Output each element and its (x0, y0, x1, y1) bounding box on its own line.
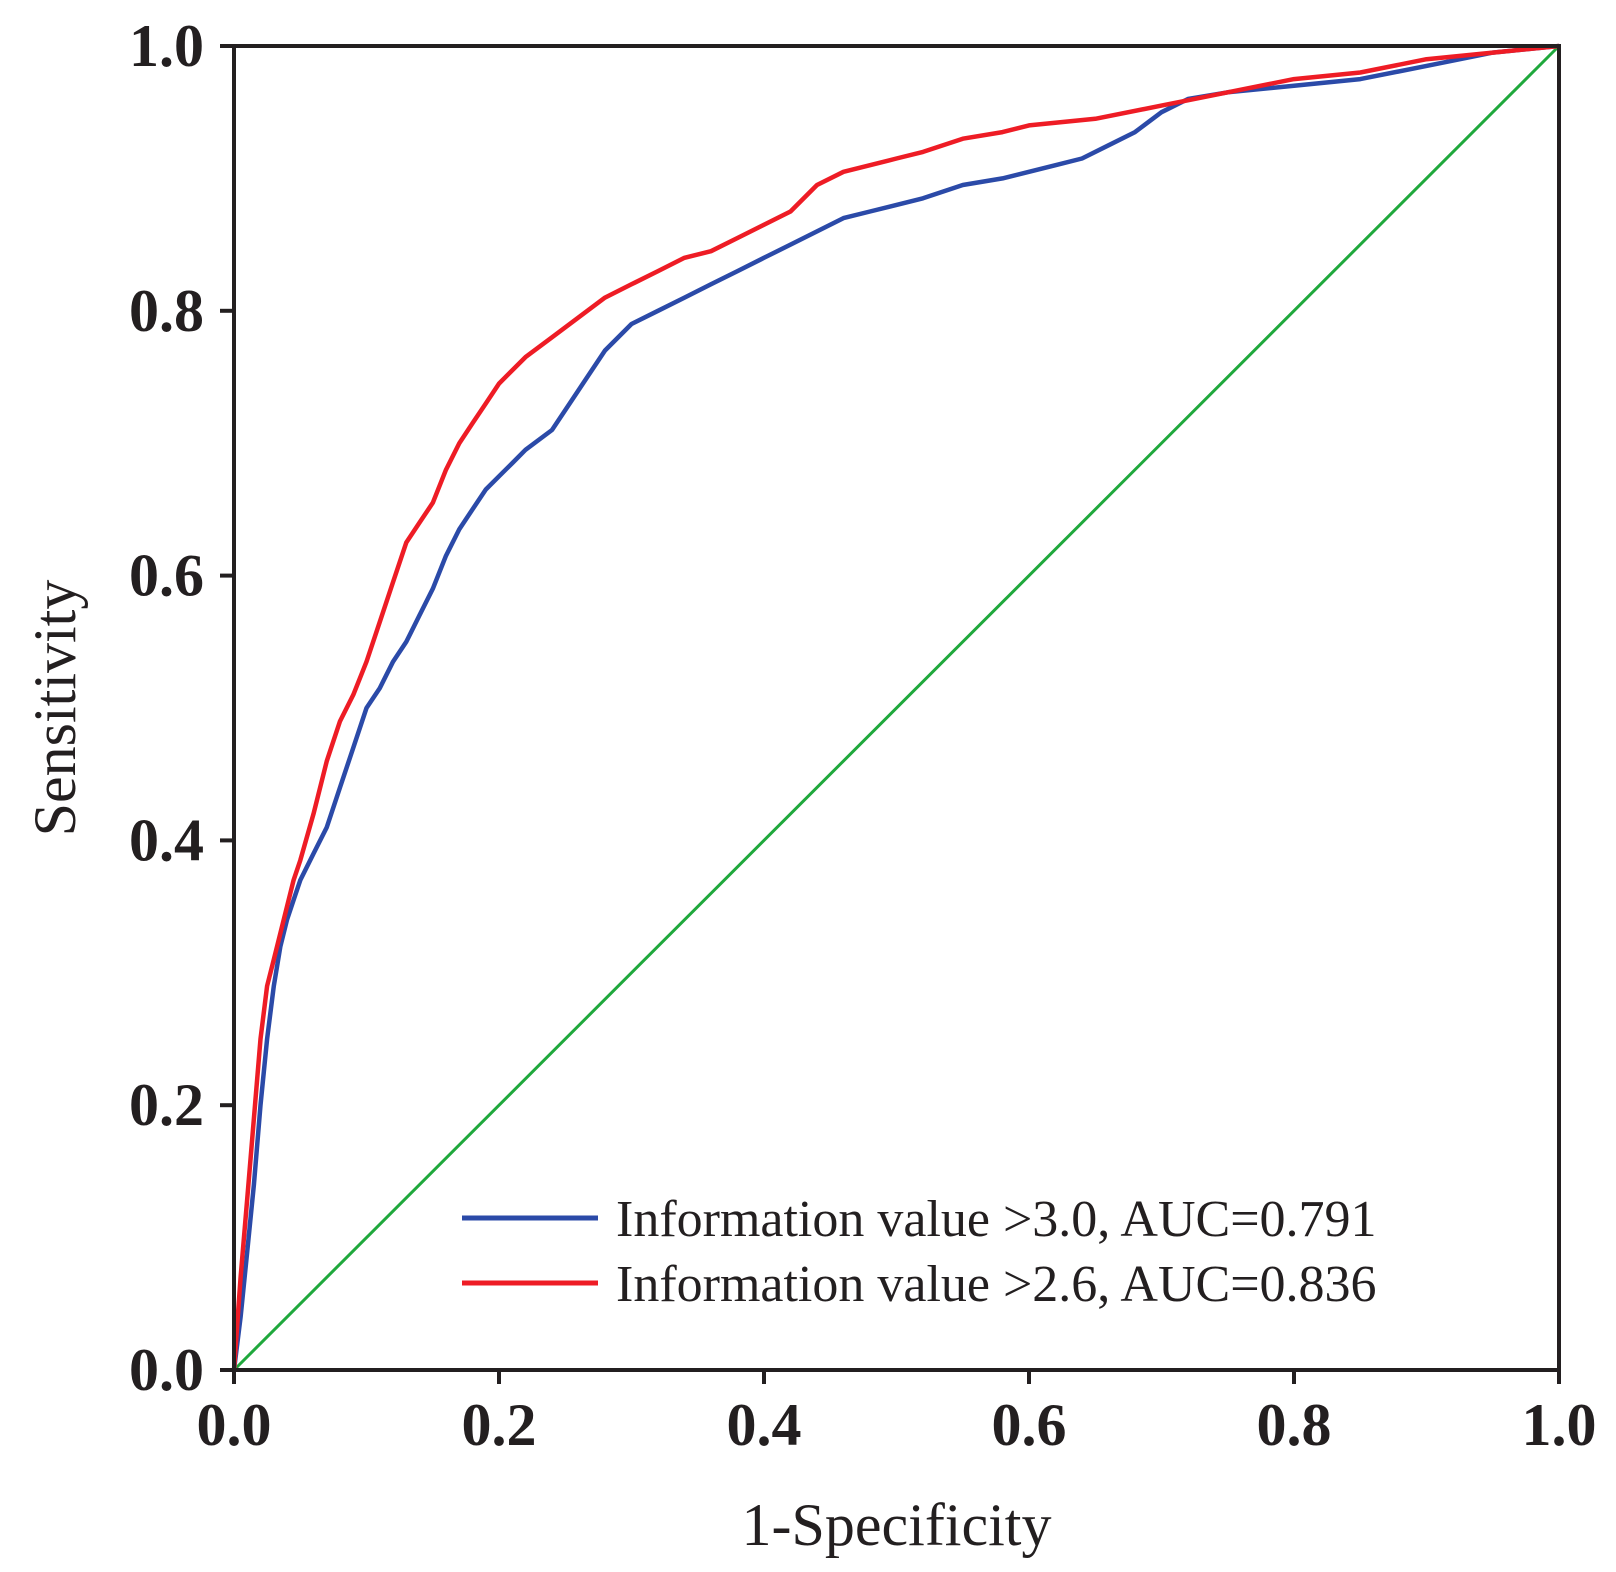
x-axis-title: 1-Specificity (742, 1492, 1052, 1558)
y-tick-label: 0.4 (129, 807, 204, 873)
legend: Information value >3.0, AUC=0.791 Inform… (462, 1191, 1377, 1313)
x-tick-label: 0.8 (1257, 1392, 1332, 1458)
x-tick-label: 0.6 (992, 1392, 1067, 1458)
x-tick-label: 1.0 (1522, 1392, 1597, 1458)
y-tick-label: 0.0 (129, 1337, 204, 1403)
legend-label-red: Information value >2.6, AUC=0.836 (616, 1256, 1377, 1313)
y-tick-label: 0.8 (129, 278, 204, 344)
y-tick-label: 0.2 (129, 1072, 204, 1138)
legend-label-blue: Information value >3.0, AUC=0.791 (616, 1191, 1377, 1248)
y-axis-ticks: 0.0 0.2 0.4 0.6 0.8 1.0 (129, 13, 234, 1403)
y-tick-label: 0.6 (129, 543, 204, 609)
x-tick-label: 0.0 (197, 1392, 272, 1458)
x-tick-label: 0.2 (462, 1392, 537, 1458)
y-tick-label: 1.0 (129, 13, 204, 79)
y-axis-title: Sensitivity (22, 580, 88, 837)
plot-area-frame (232, 44, 1561, 1372)
reference-diagonal-line (232, 44, 1561, 1372)
series-layer (231, 43, 1561, 1372)
roc-line-iv-3-0 (231, 43, 1560, 1371)
x-axis-ticks: 0.0 0.2 0.4 0.6 0.8 1.0 (197, 1370, 1597, 1458)
x-tick-label: 0.4 (727, 1392, 802, 1458)
roc-line-iv-2-6 (231, 43, 1560, 1371)
